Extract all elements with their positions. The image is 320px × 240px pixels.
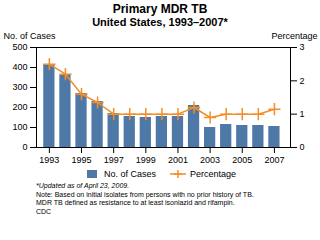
- svg-text:3: 3: [300, 42, 305, 52]
- svg-text:0: 0: [300, 142, 305, 152]
- svg-text:400: 400: [12, 62, 27, 72]
- svg-text:2: 2: [300, 76, 305, 86]
- html-text:MDR TB defined as resistance t: MDR TB defined as resistance to at least…: [36, 199, 235, 206]
- html-text:Primary MDR TB: Primary MDR TB: [112, 2, 208, 16]
- svg-text:200: 200: [12, 102, 27, 112]
- html-text:CDC: CDC: [36, 207, 52, 215]
- html-text:United States, 1993–2007*: United States, 1993–2007*: [92, 16, 228, 28]
- svg-text:300: 300: [12, 82, 27, 92]
- svg-text:2005: 2005: [232, 155, 252, 165]
- html-text:*Updated as of April 23, 2009.: *Updated as of April 23, 2009.: [36, 182, 130, 189]
- svg-text:1997: 1997: [104, 155, 124, 165]
- svg-text:1999: 1999: [136, 155, 156, 165]
- svg-text:No. of Cases: No. of Cases: [4, 31, 57, 41]
- html-text:No. of Cases: No. of Cases: [104, 169, 156, 179]
- svg-text:0: 0: [22, 142, 27, 152]
- svg-text:1993: 1993: [39, 155, 59, 165]
- svg-text:2003: 2003: [200, 155, 220, 165]
- html-text:Note: Based on initial isolate: Note: Based on initial isolates from per…: [36, 190, 254, 198]
- svg-text:2007: 2007: [264, 155, 284, 165]
- svg-text:1: 1: [300, 109, 305, 119]
- svg-text:100: 100: [12, 122, 27, 132]
- svg-text:500: 500: [12, 42, 27, 52]
- svg-text:2001: 2001: [168, 155, 188, 165]
- svg-text:1995: 1995: [71, 155, 91, 165]
- svg-text:Percentage: Percentage: [271, 31, 317, 41]
- html-text:Percentage: Percentage: [190, 169, 236, 179]
